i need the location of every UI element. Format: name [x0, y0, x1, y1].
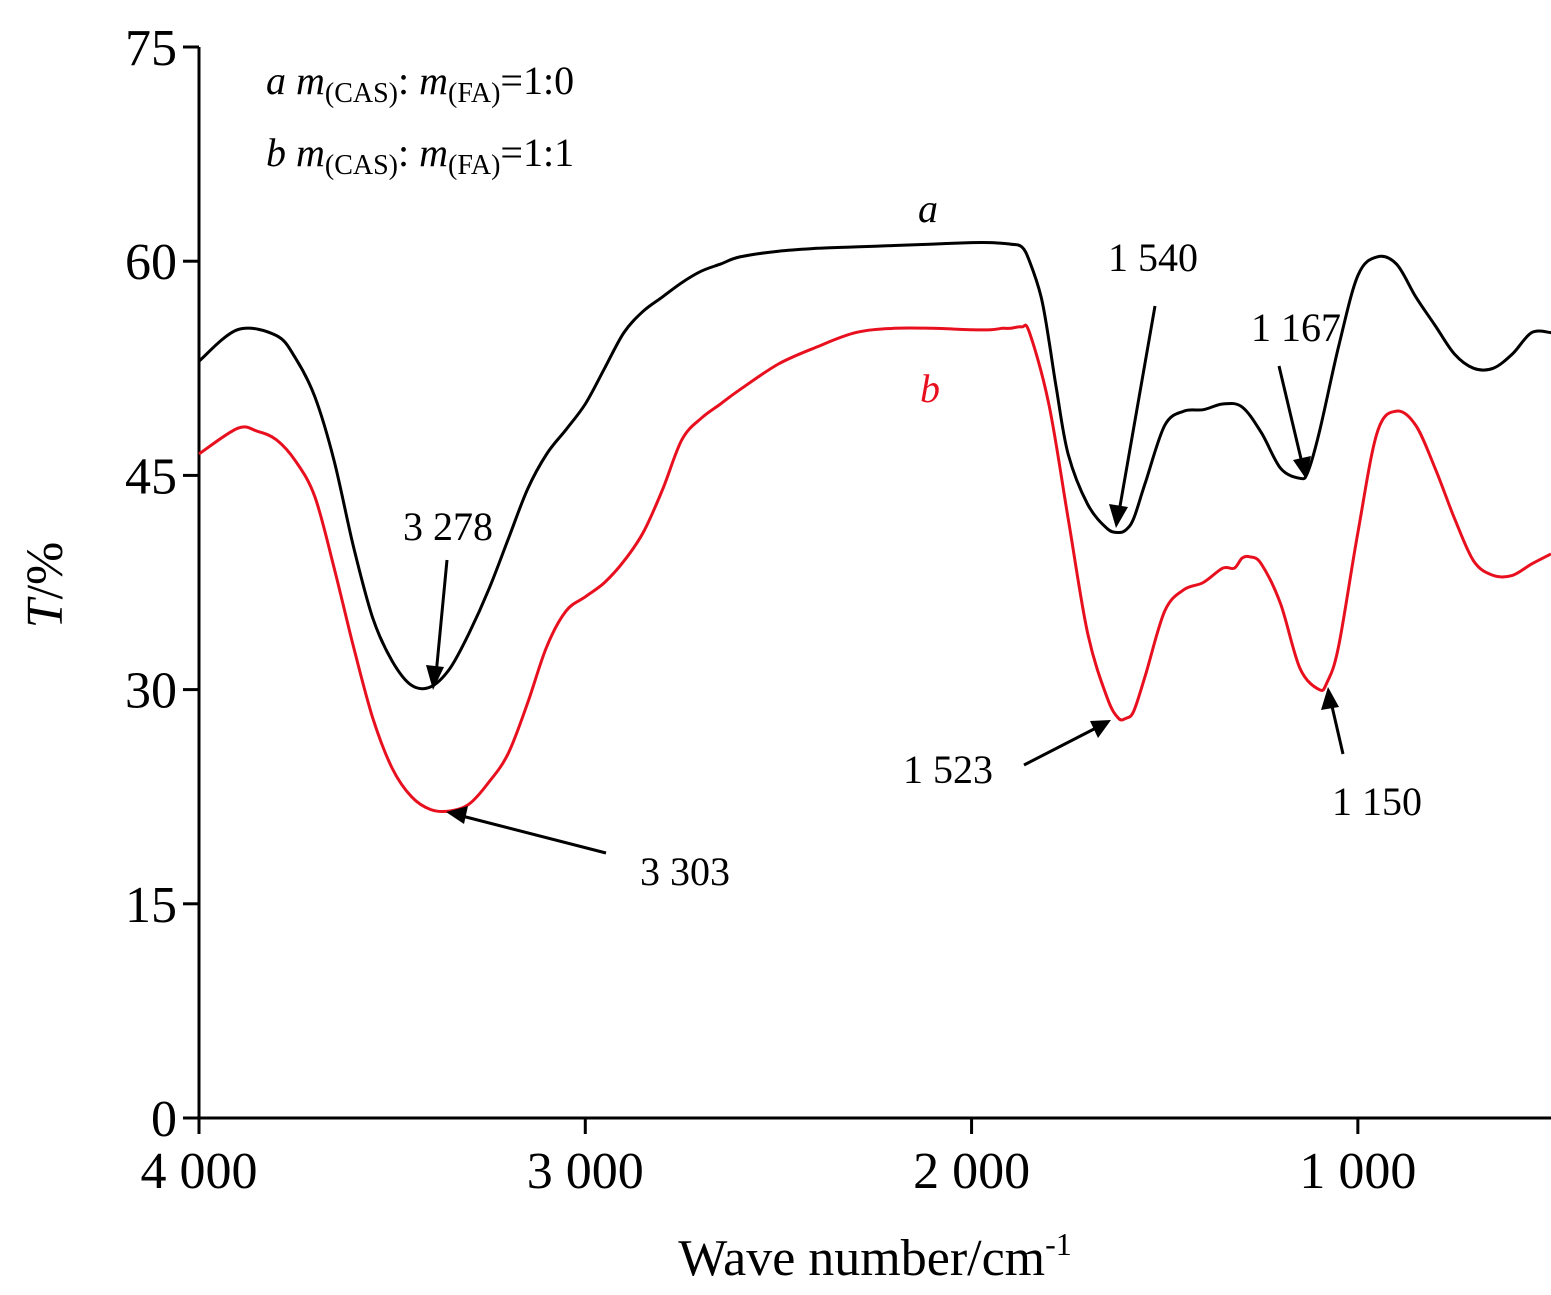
annotation-arrow-1150: [1329, 701, 1345, 755]
y-tick-label: 15: [125, 877, 177, 934]
annotation-label-1540: 1 540: [1108, 235, 1198, 280]
annotation-arrow-3303: [461, 814, 607, 855]
annotation-arrow-1523: [1023, 726, 1097, 767]
curve-label-b: b: [920, 366, 940, 411]
y-tick-label: 30: [125, 663, 177, 720]
annotation-label-3278: 3 278: [403, 504, 493, 549]
annotation-arrow-1540: [1117, 305, 1157, 513]
y-axis-label-symbol: T: [17, 596, 74, 628]
legend-entry-b: b m(CAS): m(FA)=1:1: [266, 130, 574, 181]
annotations: 3 278 3 303 1 540 1 523 1 167 1 150: [403, 235, 1422, 894]
x-tick-label: 3 000: [527, 1143, 644, 1200]
y-tick-label: 0: [151, 1091, 177, 1148]
annotation-label-3303: 3 303: [640, 849, 730, 894]
annotation-arrowhead-1150: [1321, 687, 1339, 710]
annotation-arrowhead-1523: [1090, 720, 1111, 738]
annotation-arrowhead-3303: [446, 806, 468, 824]
y-tick-label: 75: [125, 20, 177, 77]
annotation-arrowhead-1540: [1109, 504, 1128, 528]
series-layer: [198, 240, 1551, 814]
x-tick-label: 1 000: [1299, 1143, 1416, 1200]
x-axis-label: Wave number/cm-1: [678, 1226, 1072, 1287]
curve-label-a: a: [918, 186, 938, 231]
annotation-label-1150: 1 150: [1332, 779, 1422, 824]
legend-entry-a: a m(CAS): m(FA)=1:0: [266, 58, 574, 109]
annotation-label-1167: 1 167: [1251, 305, 1341, 350]
legend: a m(CAS): m(FA)=1:0 b m(CAS): m(FA)=1:1: [266, 58, 574, 181]
annotation-arrowhead-3278: [426, 665, 444, 690]
annotation-arrowhead-1167: [1293, 456, 1311, 479]
x-axis-label-superscript: -1: [1045, 1226, 1072, 1262]
series-line-a: [198, 240, 1551, 691]
annotation-label-1523: 1 523: [903, 747, 993, 792]
annotation-arrow-1167: [1277, 365, 1304, 464]
x-tick-label: 4 000: [141, 1143, 258, 1200]
y-axis-label-unit: /%: [17, 542, 74, 600]
annotation-arrow-3278: [434, 559, 449, 676]
y-tick-label: 45: [125, 448, 177, 505]
y-axis-label: T/%: [17, 542, 74, 629]
ticks: 0 15 30 45 60 75 4 000 3 000 2 000 1 000: [125, 20, 1416, 1200]
x-tick-label: 2 000: [913, 1143, 1030, 1200]
axes: [197, 47, 1551, 1120]
y-tick-label: 60: [125, 234, 177, 291]
series-line-b: [198, 323, 1551, 814]
